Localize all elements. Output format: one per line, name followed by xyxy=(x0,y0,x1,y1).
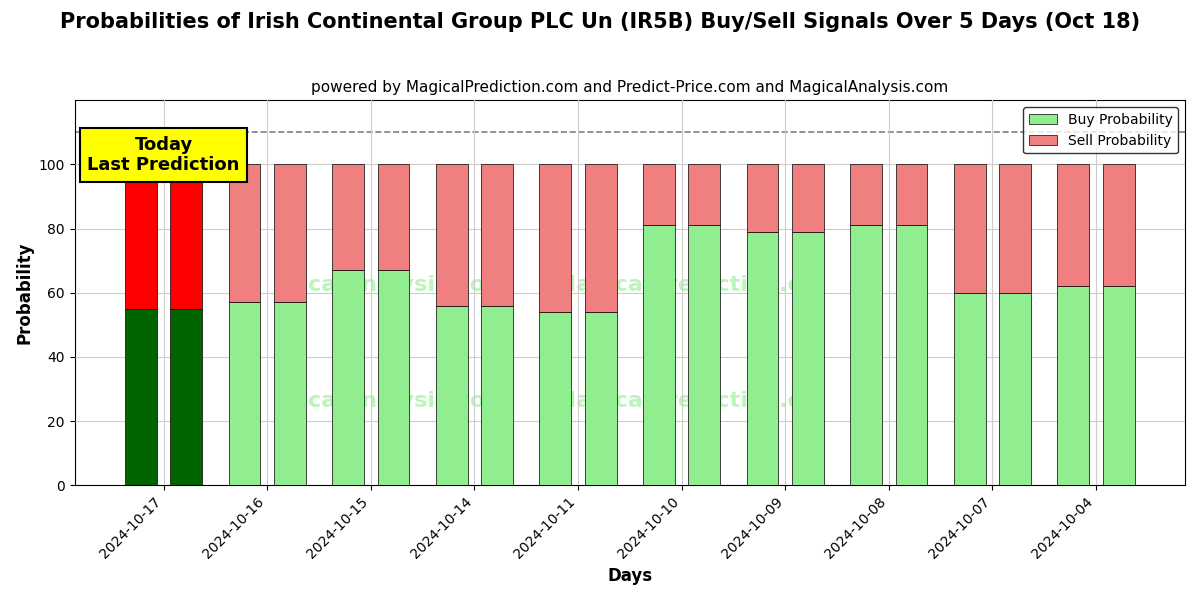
Bar xyxy=(125,164,157,309)
Bar xyxy=(954,293,985,485)
Bar xyxy=(1103,164,1134,286)
Bar xyxy=(540,164,571,312)
Bar xyxy=(274,164,306,302)
Legend: Buy Probability, Sell Probability: Buy Probability, Sell Probability xyxy=(1024,107,1178,154)
Bar xyxy=(436,305,468,485)
Bar xyxy=(643,226,674,485)
Bar xyxy=(954,164,985,293)
Bar xyxy=(332,271,364,485)
Text: calAnalysis.com: calAnalysis.com xyxy=(307,391,508,410)
Bar xyxy=(540,312,571,485)
Bar xyxy=(125,309,157,485)
Title: powered by MagicalPrediction.com and Predict-Price.com and MagicalAnalysis.com: powered by MagicalPrediction.com and Pre… xyxy=(311,80,948,95)
Bar xyxy=(436,164,468,305)
Text: calAnalysis.com: calAnalysis.com xyxy=(307,275,508,295)
Bar xyxy=(895,226,928,485)
Bar xyxy=(851,226,882,485)
Bar xyxy=(1057,164,1090,286)
Bar xyxy=(481,164,514,305)
Text: MagicalPrediction.co: MagicalPrediction.co xyxy=(554,391,816,410)
Bar xyxy=(170,164,203,309)
Bar xyxy=(274,302,306,485)
Bar xyxy=(792,232,823,485)
Bar xyxy=(378,164,409,271)
Bar xyxy=(170,309,203,485)
Bar xyxy=(746,232,779,485)
Bar xyxy=(1000,164,1031,293)
Bar xyxy=(378,271,409,485)
Bar xyxy=(689,164,720,226)
Bar xyxy=(643,164,674,226)
Bar xyxy=(481,305,514,485)
Bar xyxy=(1103,286,1134,485)
X-axis label: Days: Days xyxy=(607,567,653,585)
Bar xyxy=(851,164,882,226)
Bar xyxy=(229,302,260,485)
Bar xyxy=(332,164,364,271)
Bar xyxy=(1057,286,1090,485)
Bar xyxy=(792,164,823,232)
Text: Probabilities of Irish Continental Group PLC Un (IR5B) Buy/Sell Signals Over 5 D: Probabilities of Irish Continental Group… xyxy=(60,12,1140,32)
Y-axis label: Probability: Probability xyxy=(16,241,34,344)
Bar xyxy=(689,226,720,485)
Text: Today
Last Prediction: Today Last Prediction xyxy=(88,136,240,175)
Bar xyxy=(584,312,617,485)
Bar xyxy=(1000,293,1031,485)
Bar xyxy=(584,164,617,312)
Bar xyxy=(895,164,928,226)
Bar xyxy=(229,164,260,302)
Text: MagicalPrediction.co: MagicalPrediction.co xyxy=(554,275,816,295)
Bar xyxy=(746,164,779,232)
